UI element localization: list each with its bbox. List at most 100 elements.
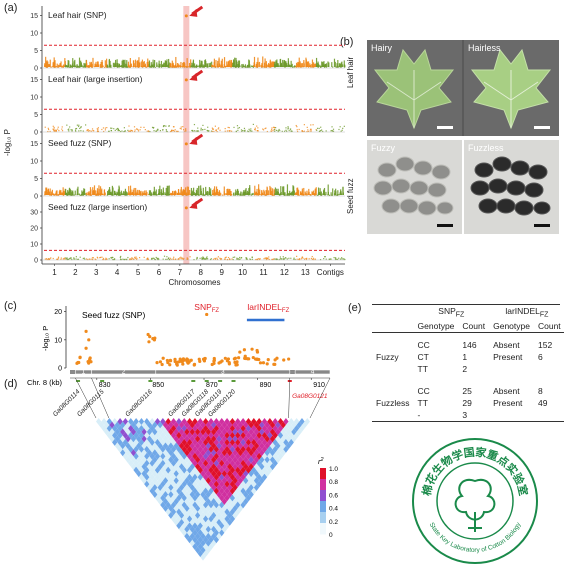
ld-cell (194, 456, 201, 464)
snp-point (300, 192, 302, 195)
snp-point (251, 256, 253, 258)
snp-point (220, 66, 222, 68)
ld-cell (253, 449, 260, 457)
scale-bar (437, 224, 453, 227)
snp-point (47, 127, 49, 129)
r2-scale-segment (320, 468, 326, 480)
snp-point (232, 258, 234, 261)
snp-point (197, 127, 199, 129)
r2-scale-segment (320, 501, 326, 513)
ld-cell (251, 459, 257, 467)
snp-point (125, 191, 127, 195)
snp-point (195, 66, 198, 68)
snp-point (183, 66, 186, 68)
ld-cell (178, 477, 185, 485)
snp-point (229, 189, 231, 195)
ld-cell (219, 418, 225, 425)
ld-cell (162, 497, 169, 505)
snp-point (249, 187, 251, 195)
ld-cell (229, 445, 236, 453)
snp-point (64, 258, 66, 261)
snp-point (258, 257, 260, 260)
ld-cell (259, 463, 265, 471)
snp-point (146, 130, 148, 132)
snp-point (187, 194, 189, 196)
snp-point (234, 256, 236, 258)
ld-cell (272, 459, 278, 467)
snp-point (135, 194, 137, 196)
snp-point (210, 194, 212, 196)
ld-cell (211, 532, 217, 540)
projection-line (288, 377, 291, 419)
snp-point (323, 258, 325, 260)
snp-point (316, 127, 319, 129)
ld-cell (219, 501, 225, 509)
snp-point (303, 258, 306, 260)
snp-point (54, 193, 56, 195)
ld-cell (181, 522, 187, 530)
snp-point (143, 61, 145, 67)
ld-cell (192, 536, 198, 544)
snp-point (151, 126, 154, 128)
ld-cell (213, 494, 220, 502)
ld-cell (288, 431, 294, 439)
snp-point (272, 126, 275, 128)
ld-cell (203, 501, 209, 509)
snp-point (156, 194, 158, 196)
snp-point (236, 191, 238, 195)
snp-point (274, 66, 276, 68)
snp-point (208, 191, 210, 195)
snp-point (258, 61, 261, 67)
snp-point (181, 66, 183, 68)
snp-point (189, 189, 191, 195)
snp-point (251, 65, 253, 67)
regional-point (197, 357, 201, 361)
snp-point (320, 66, 322, 68)
snp-point (61, 192, 63, 195)
ld-cell (122, 424, 129, 432)
snp-point (186, 58, 188, 67)
snp-point (74, 194, 76, 196)
snp-point (274, 258, 276, 260)
snp-point (155, 130, 157, 132)
snp-point (257, 130, 259, 132)
snp-point (97, 192, 99, 195)
ld-cell (229, 494, 236, 502)
snp-point (252, 66, 254, 68)
ld-cell (133, 424, 139, 432)
snp-point (320, 194, 322, 196)
snp-point (204, 128, 206, 131)
ld-cell (216, 435, 222, 443)
snp-point (95, 65, 97, 67)
snp-point (71, 130, 73, 132)
ld-cell (221, 456, 228, 464)
snp-point (148, 60, 151, 67)
ld-cell (229, 424, 236, 432)
snp-point (144, 129, 146, 131)
ld-cell (221, 442, 228, 450)
ld-cell (184, 456, 190, 464)
ld-cell (149, 438, 155, 446)
snp-point (191, 62, 193, 67)
snp-point (195, 130, 197, 132)
snp-point (269, 61, 271, 67)
ld-cell (261, 452, 268, 460)
snp-point (146, 66, 149, 68)
ld-cell (176, 515, 182, 523)
snp-point (133, 126, 136, 128)
regional-point (158, 360, 163, 364)
ld-cell (237, 421, 244, 429)
ld-cell (106, 418, 113, 425)
ld-cell (181, 431, 187, 439)
ld-cell (186, 473, 193, 481)
ld-cell (245, 487, 252, 495)
snp-point (261, 66, 263, 68)
snp-point (344, 66, 346, 68)
regional-point (75, 361, 79, 365)
snp-point (245, 192, 247, 195)
ld-cell (213, 487, 220, 495)
ld-cell (181, 501, 187, 509)
ld-cell (235, 487, 241, 495)
snp-point (286, 63, 288, 67)
snp-point (277, 130, 279, 133)
